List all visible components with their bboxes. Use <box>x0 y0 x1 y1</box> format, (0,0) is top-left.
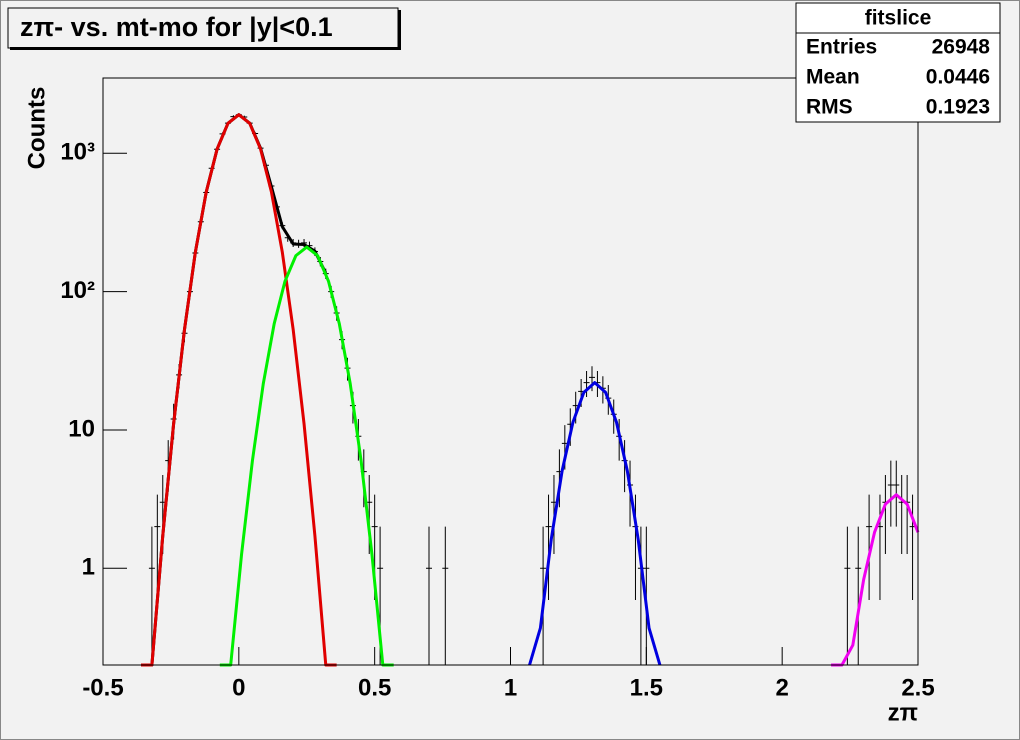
fit-curve <box>141 113 337 667</box>
title-shadow <box>10 47 400 50</box>
x-axis-label: zπ <box>888 699 918 726</box>
x-tick-label: 2.5 <box>901 674 934 701</box>
chart-title: zπ- vs. mt-mo for |y|<0.1 <box>20 12 333 42</box>
stats-value: 0.0446 <box>926 66 990 89</box>
y-axis-label: Counts <box>23 87 50 170</box>
x-tick-label: 1 <box>504 674 517 701</box>
stats-label: RMS <box>806 96 853 119</box>
y-tick-label: 10² <box>60 277 95 304</box>
data-point <box>583 370 590 397</box>
title-shadow <box>398 10 401 50</box>
fit-curve <box>528 381 662 666</box>
x-tick-label: 2 <box>775 674 788 701</box>
stats-value: 0.1923 <box>926 96 990 119</box>
stats-title: fitslice <box>865 7 932 30</box>
y-tick-label: 10 <box>68 415 95 442</box>
data-point <box>154 494 161 601</box>
data-point <box>442 526 449 665</box>
y-tick-label: 10³ <box>60 139 95 166</box>
data-point <box>887 460 894 527</box>
plot-area <box>141 113 920 667</box>
data-point <box>866 494 873 601</box>
stats-label: Entries <box>806 36 877 59</box>
stats-label: Mean <box>806 66 860 89</box>
stats-frame <box>795 2 1001 123</box>
x-tick-label: 0.5 <box>358 674 391 701</box>
data-point <box>855 526 862 665</box>
data-point <box>426 526 432 665</box>
fit-curve <box>831 493 920 667</box>
data-point <box>148 526 155 665</box>
data-point <box>545 494 552 601</box>
data-point <box>844 526 851 665</box>
y-tick-label: 1 <box>82 554 95 581</box>
fit-curve <box>219 245 394 667</box>
x-tick-label: 0 <box>232 674 245 701</box>
stats-value: 26948 <box>932 36 991 59</box>
x-tick-label: -0.5 <box>82 674 123 701</box>
stats-box: fitslice Entries 26948 Mean 0.0446 RMS 0.1923 <box>795 2 1001 123</box>
x-tick-label: 1.5 <box>630 674 663 701</box>
title-box <box>7 7 399 49</box>
